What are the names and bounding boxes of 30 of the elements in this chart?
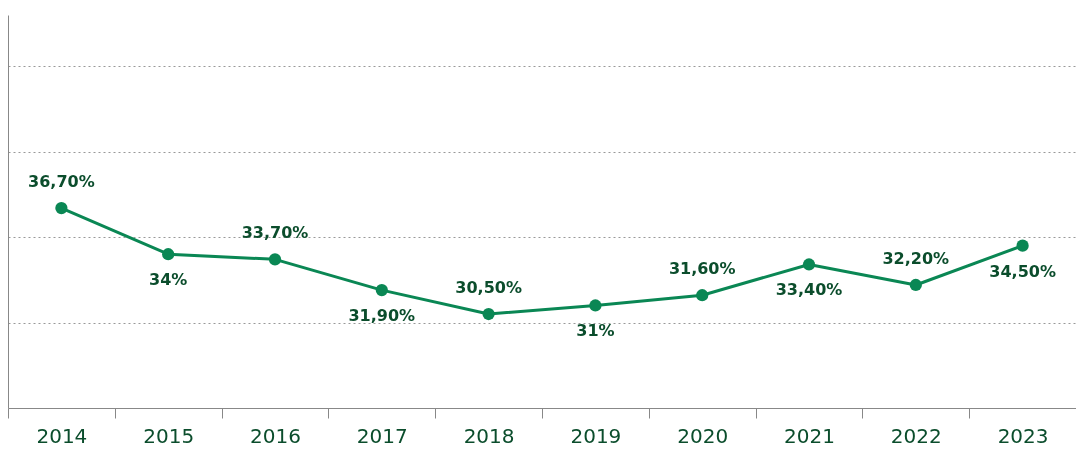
data-label: 31,60% [668, 259, 736, 279]
data-label: 34,50% [989, 261, 1056, 281]
point [162, 248, 175, 261]
point [802, 258, 816, 271]
x-tick-label: 2020 [677, 423, 729, 448]
data-label: 30,50% [455, 278, 522, 298]
x-tick-label: 2023 [997, 423, 1049, 448]
x-tick-label: 2015 [143, 423, 195, 448]
point [268, 253, 282, 266]
point [1016, 239, 1029, 252]
point [375, 283, 388, 297]
data-label: 31,90% [348, 306, 416, 326]
point [696, 289, 709, 302]
data-label: 36,70% [28, 172, 95, 192]
point [482, 307, 495, 321]
x-tick-label: 2017 [356, 423, 408, 448]
point [55, 201, 68, 215]
data-label: 34% [149, 270, 188, 290]
x-tick-label: 2014 [36, 423, 88, 448]
x-tick-label: 2022 [890, 423, 942, 448]
data-label: 33,70% [241, 223, 309, 243]
data-label: 33,40% [775, 280, 843, 300]
x-tick-label: 2018 [463, 423, 515, 448]
data-label: 31% [576, 321, 615, 341]
x-tick-label: 2016 [250, 423, 301, 448]
x-tick-label: 2019 [570, 423, 622, 448]
data-label: 32,20% [882, 248, 950, 268]
point [909, 278, 922, 292]
point [589, 299, 602, 312]
x-tick-label: 2021 [784, 423, 835, 448]
